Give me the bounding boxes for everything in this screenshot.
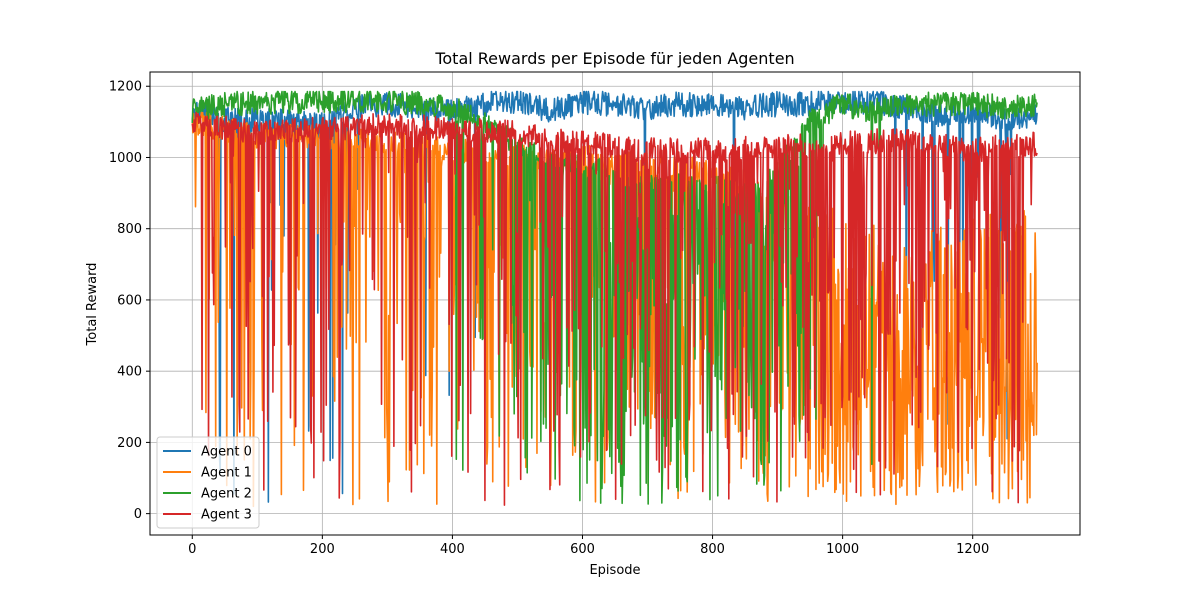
x-tick-label: 600 (570, 542, 595, 557)
x-tick-label: 200 (310, 542, 335, 557)
x-tick-label: 400 (440, 542, 465, 557)
x-tick-label: 1200 (956, 542, 989, 557)
y-tick-label: 0 (134, 507, 142, 522)
legend-label: Agent 1 (201, 466, 252, 481)
x-tick-label: 800 (700, 542, 725, 557)
y-tick-label: 1200 (109, 80, 142, 95)
y-tick-label: 600 (117, 293, 142, 308)
legend-box (156, 436, 260, 529)
series-lines (191, 90, 1038, 508)
plot-frame (149, 71, 1081, 536)
legend-label: Agent 3 (201, 508, 252, 523)
legend: Agent 0 Agent 1 Agent 2 Agent 3 (156, 436, 260, 529)
y-tick-label: 200 (117, 436, 142, 451)
y-tick-label: 400 (117, 365, 142, 380)
legend-label: Agent 0 (201, 445, 252, 460)
legend-label: Agent 2 (201, 487, 252, 502)
x-axis-title: Episode (589, 563, 640, 578)
chart-title: Total Rewards per Episode für jeden Agen… (434, 49, 794, 68)
x-tick-label: 0 (188, 542, 196, 557)
y-tick-label: 1000 (109, 151, 142, 166)
series-line-agent-3 (191, 111, 1038, 506)
x-tick-label: 1000 (826, 542, 859, 557)
y-axis-title: Total Reward (85, 263, 100, 347)
y-tick-label: 800 (117, 222, 142, 237)
axis-ticks: 0 200 400 600 800 1000 1200 0 200 400 600 800 1000 12… (109, 80, 989, 557)
